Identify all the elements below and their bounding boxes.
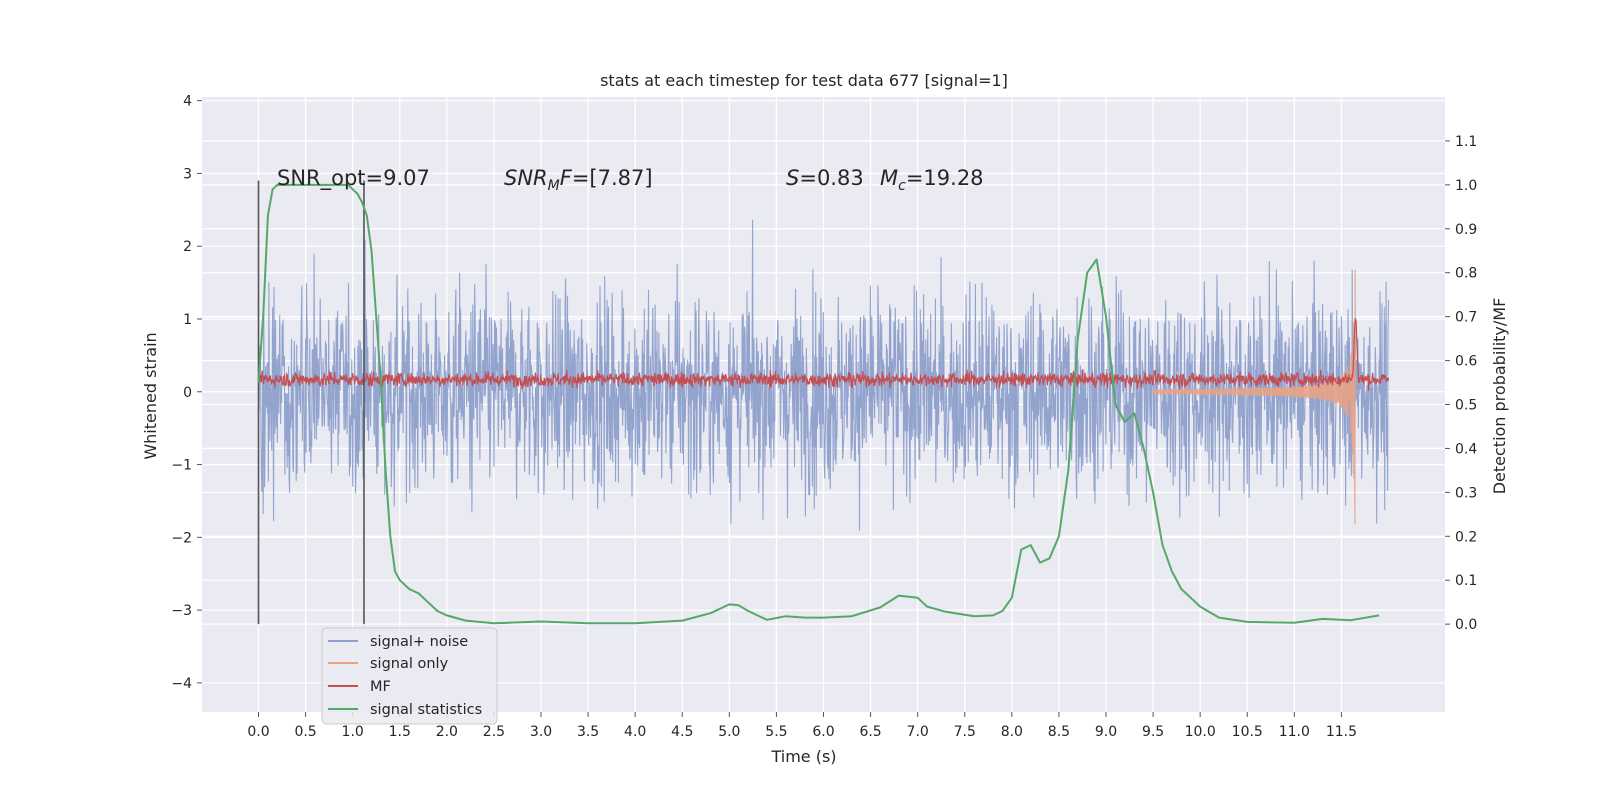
x-tick-label: 7.5 [954, 724, 976, 740]
legend-label-signal-noise: signal+ noise [370, 634, 468, 650]
legend-label-mf: MF [370, 679, 391, 695]
y-right-tick-label: 0.5 [1455, 398, 1477, 414]
annotation-s-value-number: =0.83 [799, 166, 863, 190]
x-tick-label: 9.5 [1142, 724, 1164, 740]
y-right-tick-label: 0.8 [1455, 266, 1477, 282]
x-tick-label: 0.5 [294, 724, 316, 740]
annotation-mc-value-number: =19.28 [906, 166, 984, 190]
chart-title: stats at each timestep for test data 677… [600, 71, 1008, 90]
y-right-tick-label: 0.4 [1455, 441, 1477, 457]
y-tick-label: 2 [183, 239, 192, 255]
y-tick-label: 0 [183, 385, 192, 401]
y-right-axis-label: Detection probability/MF [1490, 298, 1509, 495]
x-tick-label: 3.5 [577, 724, 599, 740]
x-tick-label: 4.5 [671, 724, 693, 740]
x-tick-label: 1.5 [389, 724, 411, 740]
y-tick-label: 4 [183, 94, 192, 110]
legend-box [321, 627, 498, 725]
y-right-tick-labels: 1.1 1.0 0.9 0.8 0.7 0.6 0.5 0.4 0.3 0.2 0.1 0.0 [1445, 134, 1477, 633]
y-right-tick-label: 1.1 [1455, 134, 1477, 150]
annotation-snr-mf: SNRMF=[7.87] [504, 166, 653, 194]
series-signal-only [1152, 269, 1361, 525]
legend-label-signal-statistics: signal statistics [370, 702, 482, 718]
x-tick-label: 10.0 [1185, 724, 1216, 740]
x-tick-label: 0.0 [247, 724, 269, 740]
x-tick-label: 6.5 [859, 724, 881, 740]
y-tick-labels: 4 3 2 1 0 −1 −2 −3 −4 [171, 94, 202, 692]
x-tick-label: 9.0 [1095, 724, 1117, 740]
y-right-tick-label: 0.2 [1455, 529, 1477, 545]
y-axis-label: Whitened strain [141, 332, 160, 459]
x-tick-label: 1.0 [342, 724, 364, 740]
legend-label-signal-only: signal only [370, 656, 449, 672]
x-axis-label: Time (s) [770, 747, 836, 766]
x-tick-label: 7.0 [907, 724, 929, 740]
x-tick-label: 11.5 [1326, 724, 1357, 740]
x-tick-label: 3.0 [530, 724, 552, 740]
y-right-tick-label: 0.0 [1455, 617, 1477, 633]
y-right-tick-label: 0.6 [1455, 354, 1477, 370]
traces [257, 180, 1390, 625]
y-tick-label: 3 [183, 166, 192, 182]
x-tick-label: 11.0 [1279, 724, 1310, 740]
y-right-tick-label: 0.7 [1455, 310, 1477, 326]
x-tick-label: 6.0 [812, 724, 834, 740]
x-tick-label: 8.0 [1001, 724, 1023, 740]
y-right-tick-label: 0.9 [1455, 222, 1477, 238]
y-right-tick-label: 0.3 [1455, 485, 1477, 501]
annotation-mc-value: Mc=19.28 [880, 166, 984, 194]
x-tick-label: 5.0 [718, 724, 740, 740]
y-tick-label: −1 [171, 458, 192, 474]
y-tick-label: 1 [183, 312, 192, 328]
x-tick-label: 2.0 [436, 724, 458, 740]
y-right-tick-label: 1.0 [1455, 178, 1477, 194]
x-tick-label: 8.5 [1048, 724, 1070, 740]
annotation-snr-mf-value: =[7.87] [572, 166, 653, 190]
x-tick-labels: 0.0 0.5 1.0 1.5 2.0 2.5 3.0 3.5 4.0 4.5 5.0 5.5 6.0 6… [247, 712, 1357, 740]
series-mf [258, 318, 1390, 391]
y-right-tick-label: 0.1 [1455, 573, 1477, 589]
annotation-s-value: S=0.83 [786, 166, 864, 190]
legend: signal+ noise signal only MF signal stat… [321, 627, 498, 725]
x-tick-label: 2.5 [483, 724, 505, 740]
y-tick-label: −3 [171, 603, 192, 619]
series-signal-statistics [257, 183, 1380, 625]
x-tick-label: 10.5 [1232, 724, 1263, 740]
x-tick-label: 4.0 [624, 724, 646, 740]
annotation-snr-opt: SNR_opt=9.07 [277, 166, 430, 191]
y-tick-label: −4 [171, 676, 192, 692]
x-tick-label: 5.5 [765, 724, 787, 740]
y-tick-label: −2 [171, 530, 192, 546]
